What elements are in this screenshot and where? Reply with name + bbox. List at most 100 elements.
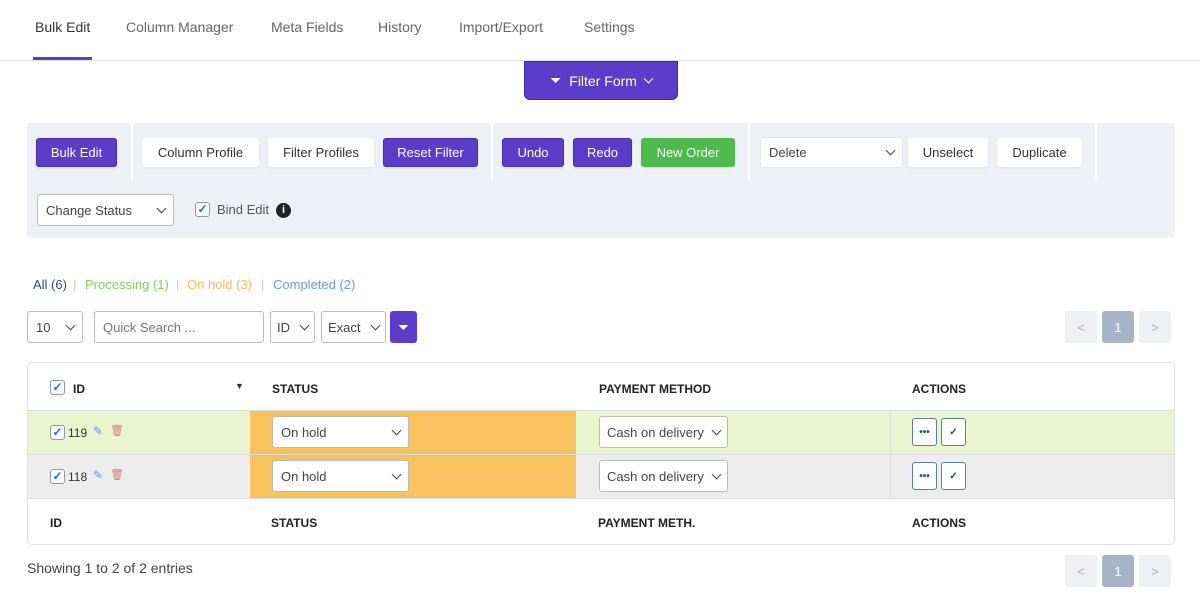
order-id: 119: [68, 426, 88, 440]
pagination-next[interactable]: >: [1139, 555, 1171, 587]
sort-caret-icon[interactable]: ▼: [235, 381, 244, 391]
pagination-next[interactable]: >: [1139, 311, 1171, 343]
quick-search-input[interactable]: [94, 311, 264, 343]
table-row: ✓ 119 ✎ 🗑 On hold Cash on delivery ••• ✓: [28, 410, 1174, 454]
chevron-down-icon: [711, 469, 722, 479]
per-page-value: 10: [36, 319, 51, 335]
chevron-down-icon: [65, 320, 76, 330]
confirm-button[interactable]: ✓: [941, 418, 966, 446]
divider: [491, 123, 493, 180]
tab-column-manager[interactable]: Column Manager: [126, 19, 234, 35]
status-link-all[interactable]: All (6): [33, 277, 67, 292]
duplicate-button[interactable]: Duplicate: [997, 138, 1082, 167]
undo-button[interactable]: Undo: [502, 138, 564, 167]
status-select[interactable]: On hold: [272, 416, 409, 448]
bind-edit-label: Bind Edit: [217, 202, 270, 217]
active-tab-indicator: [33, 57, 92, 60]
divider: [890, 411, 891, 454]
entries-info: Showing 1 to 2 of 2 entries: [27, 560, 193, 576]
unselect-button[interactable]: Unselect: [908, 138, 988, 167]
orders-table: ✓ ID ▼ STATUS PAYMENT METHOD ACTIONS ✓ 1…: [27, 362, 1175, 545]
divider: [1095, 123, 1097, 180]
divider: [890, 455, 891, 498]
payment-select[interactable]: Cash on delivery: [599, 416, 728, 448]
reset-filter-button[interactable]: Reset Filter: [383, 138, 478, 167]
more-actions-button[interactable]: •••: [912, 462, 937, 490]
header-status[interactable]: STATUS: [272, 382, 319, 396]
status-link-completed[interactable]: Completed (2): [273, 277, 356, 292]
row-checkbox[interactable]: ✓: [50, 425, 65, 440]
chevron-down-icon: [711, 425, 722, 435]
footer-payment-method: PAYMENT METH.: [598, 516, 696, 530]
footer-status: STATUS: [271, 516, 318, 530]
header-payment-method[interactable]: PAYMENT METHOD: [599, 382, 712, 396]
order-id: 118: [68, 470, 88, 484]
select-all-checkbox[interactable]: ✓: [50, 380, 65, 395]
trash-icon[interactable]: 🗑: [110, 469, 124, 481]
header-actions: ACTIONS: [912, 382, 966, 396]
status-value: On hold: [281, 424, 327, 440]
filter-form-label: Filter Form: [569, 72, 637, 89]
search-field-select[interactable]: ID: [270, 311, 315, 343]
status-link-on-hold[interactable]: On hold (3): [187, 277, 253, 292]
separator: |: [261, 277, 265, 292]
separator: |: [73, 277, 77, 292]
table-footer-row: ID STATUS PAYMENT METH. ACTIONS: [28, 498, 1174, 544]
confirm-button[interactable]: ✓: [941, 462, 966, 490]
divider: [131, 123, 133, 180]
delete-select-value: Delete: [769, 145, 807, 160]
table-row: ✓ 118 ✎ 🗑 On hold Cash on delivery ••• ✓: [28, 454, 1174, 498]
status-value: On hold: [281, 468, 327, 484]
header-id[interactable]: ID: [73, 382, 85, 396]
filter-profiles-button[interactable]: Filter Profiles: [268, 138, 374, 167]
match-select[interactable]: Exact: [321, 311, 386, 343]
info-icon[interactable]: i: [276, 203, 291, 218]
edit-icon[interactable]: ✎: [93, 468, 104, 482]
change-status-select[interactable]: Change Status: [37, 194, 174, 226]
payment-select[interactable]: Cash on delivery: [599, 460, 728, 492]
filter-icon: ⏷: [550, 72, 562, 88]
chevron-down-icon: [391, 469, 402, 479]
new-order-button[interactable]: New Order: [641, 138, 735, 167]
match-value: Exact: [328, 319, 361, 335]
pagination-prev[interactable]: <: [1065, 311, 1097, 343]
tab-bulk-edit[interactable]: Bulk Edit: [35, 19, 91, 35]
chevron-down-icon: [391, 425, 402, 435]
trash-icon[interactable]: 🗑: [110, 425, 124, 437]
divider: [748, 123, 750, 180]
divider: [0, 60, 1200, 61]
footer-actions: ACTIONS: [912, 516, 966, 530]
payment-value: Cash on delivery: [607, 424, 704, 440]
row-checkbox[interactable]: ✓: [50, 469, 65, 484]
tab-settings[interactable]: Settings: [584, 19, 635, 35]
filter-icon: ⏷: [397, 319, 410, 335]
per-page-select[interactable]: 10: [27, 311, 83, 343]
separator: |: [176, 277, 180, 292]
pagination-page[interactable]: 1: [1102, 555, 1134, 587]
delete-select[interactable]: Delete: [760, 137, 903, 168]
chevron-down-icon: [885, 145, 896, 156]
status-select[interactable]: On hold: [272, 460, 409, 492]
chevron-down-icon: [299, 320, 310, 330]
change-status-value: Change Status: [46, 202, 133, 218]
column-profile-button[interactable]: Column Profile: [142, 138, 259, 167]
redo-button[interactable]: Redo: [573, 138, 632, 167]
bind-edit-checkbox[interactable]: ✓: [195, 202, 210, 217]
tab-import-export[interactable]: Import/Export: [459, 19, 544, 35]
chevron-down-icon: [370, 320, 381, 330]
pagination-prev[interactable]: <: [1065, 555, 1097, 587]
search-field-value: ID: [277, 319, 290, 335]
tab-history[interactable]: History: [378, 19, 422, 35]
edit-icon[interactable]: ✎: [93, 424, 104, 438]
chevron-down-icon: [156, 203, 167, 213]
pagination-page[interactable]: 1: [1102, 311, 1134, 343]
filter-form-button[interactable]: ⏷ Filter Form: [524, 61, 678, 100]
status-link-processing[interactable]: Processing (1): [85, 277, 169, 292]
tab-meta-fields[interactable]: Meta Fields: [271, 19, 344, 35]
bulk-edit-button[interactable]: Bulk Edit: [36, 138, 117, 167]
payment-value: Cash on delivery: [607, 468, 704, 484]
footer-id: ID: [50, 516, 62, 530]
more-actions-button[interactable]: •••: [912, 418, 937, 446]
chevron-down-icon: [643, 73, 654, 84]
filter-button[interactable]: ⏷: [390, 311, 417, 343]
